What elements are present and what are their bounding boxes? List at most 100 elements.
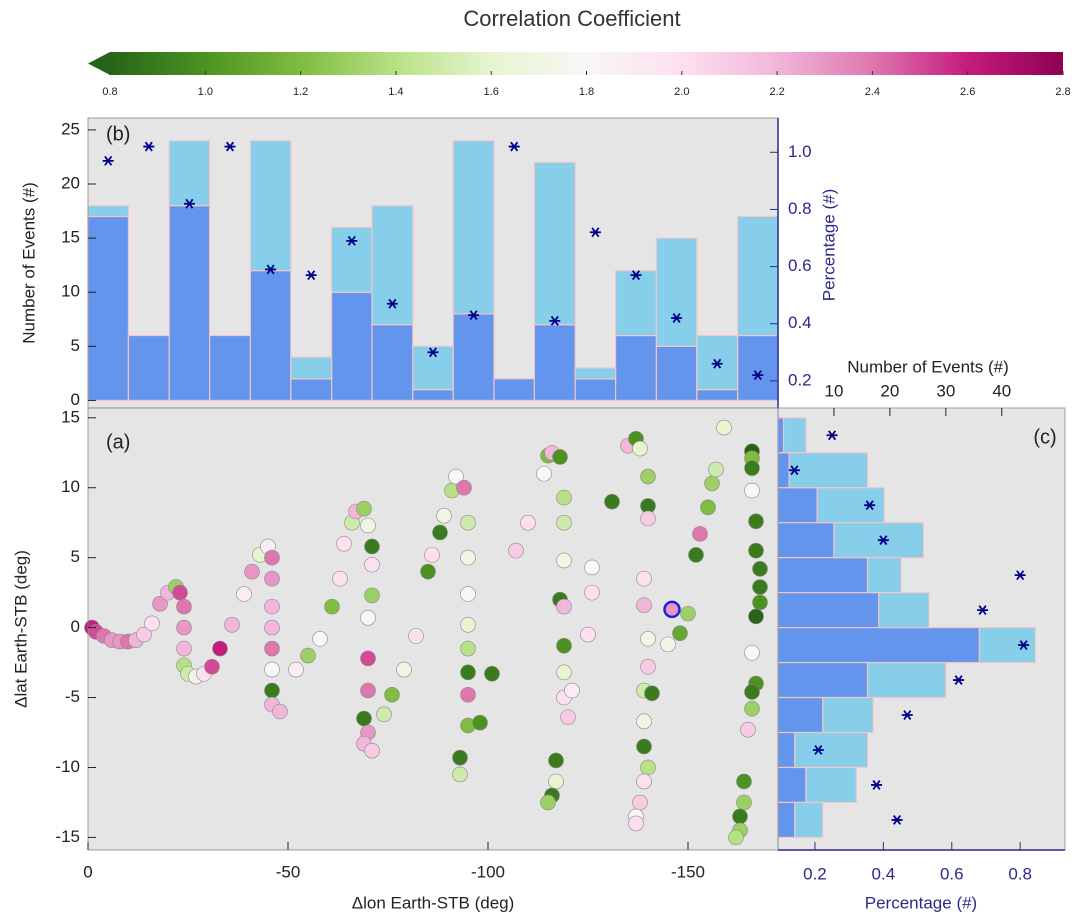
x-tick-label: 20: [880, 381, 899, 400]
panel-a-background: [88, 408, 778, 850]
x-tick-label: -50: [276, 862, 301, 881]
event-point: [552, 449, 568, 465]
event-point: [136, 626, 152, 643]
event-point: [752, 561, 768, 577]
y-tick-label: 10: [61, 477, 80, 496]
bar: [655, 345, 698, 402]
event-point: [264, 619, 280, 636]
event-point: [708, 461, 724, 478]
y-tick-label: 0: [71, 390, 80, 409]
event-point: [360, 610, 376, 626]
percentage-marker: [102, 155, 114, 166]
percentage-marker: [788, 465, 800, 476]
event-point: [632, 440, 648, 457]
colorbar-tick-label: 1.0: [198, 86, 213, 98]
event-point: [744, 644, 760, 661]
event-point: [604, 493, 620, 510]
event-point: [396, 661, 412, 678]
bar: [87, 215, 130, 402]
event-point: [556, 552, 572, 569]
y-tick-label: -10: [55, 757, 80, 776]
event-point: [432, 524, 448, 541]
event-point: [456, 479, 472, 496]
percentage-marker: [1018, 640, 1030, 651]
bar: [777, 731, 796, 769]
event-point: [264, 570, 280, 587]
x2-tick-label: 0.2: [803, 864, 827, 883]
event-point: [536, 465, 552, 482]
bar: [777, 592, 880, 629]
event-point: [244, 563, 260, 580]
event-point: [680, 605, 696, 622]
event-point: [364, 587, 380, 604]
bar: [794, 801, 824, 839]
colorbar-tick-label: 1.8: [579, 86, 594, 98]
event-point: [360, 517, 376, 534]
percentage-marker: [871, 780, 883, 790]
x-tick-label: 40: [992, 381, 1011, 400]
bar: [777, 522, 835, 559]
bar: [533, 161, 576, 326]
x-tick-label: -150: [671, 862, 705, 881]
bar: [614, 334, 657, 402]
percentage-marker: [305, 270, 317, 281]
percentage-marker: [386, 298, 398, 309]
event-point: [508, 542, 524, 559]
percentage-marker: [877, 535, 889, 546]
percentage-marker: [864, 500, 876, 511]
event-point: [740, 721, 756, 738]
x-axis-title: Number of Events (#): [847, 357, 1009, 376]
percentage-marker: [891, 814, 903, 825]
event-point: [356, 710, 372, 727]
event-point: [752, 579, 768, 595]
bar: [777, 487, 818, 524]
bar: [533, 324, 576, 402]
bar: [127, 334, 170, 402]
y-tick-label: -15: [55, 827, 80, 846]
percentage-marker: [826, 430, 838, 441]
event-point: [460, 640, 476, 657]
event-point: [408, 628, 424, 644]
bar: [452, 313, 495, 402]
event-point: [264, 598, 280, 615]
event-point: [640, 630, 656, 647]
event-point: [520, 514, 536, 531]
y-tick-label: 10: [61, 282, 80, 301]
percentage-marker: [671, 313, 683, 323]
colorbar-tick-label: 1.2: [293, 86, 308, 98]
bar: [777, 661, 869, 699]
event-point: [264, 549, 280, 566]
event-point: [424, 547, 440, 563]
colorbar-tick-label: 0.8: [102, 86, 117, 98]
bar: [331, 226, 373, 293]
event-point: [640, 759, 656, 776]
percentage-marker: [427, 347, 439, 358]
percentage-marker: [711, 358, 723, 369]
y-tick-label: 25: [61, 119, 80, 138]
bar: [249, 269, 292, 402]
event-point: [752, 594, 768, 611]
y-tick-label: 5: [71, 547, 80, 566]
x-tick-label: 0: [83, 862, 92, 881]
bar: [777, 452, 790, 489]
colorbar-extension: [88, 52, 110, 75]
event-point: [176, 619, 192, 636]
event-point: [324, 598, 340, 615]
percentage-marker: [183, 198, 195, 209]
percentage-marker: [265, 264, 277, 275]
colorbar-tick-label: 2.8: [1055, 86, 1070, 98]
event-point: [420, 563, 436, 580]
event-point: [272, 703, 288, 720]
bar: [777, 766, 807, 804]
event-point: [640, 468, 656, 485]
panel-label: (b): [106, 123, 130, 145]
percentage-marker: [143, 141, 155, 152]
bar: [371, 324, 414, 402]
y-tick-label: 5: [71, 336, 80, 355]
event-point: [224, 617, 240, 633]
bar: [866, 661, 947, 699]
event-point: [700, 499, 716, 516]
event-point: [556, 637, 572, 654]
bar: [777, 627, 981, 664]
